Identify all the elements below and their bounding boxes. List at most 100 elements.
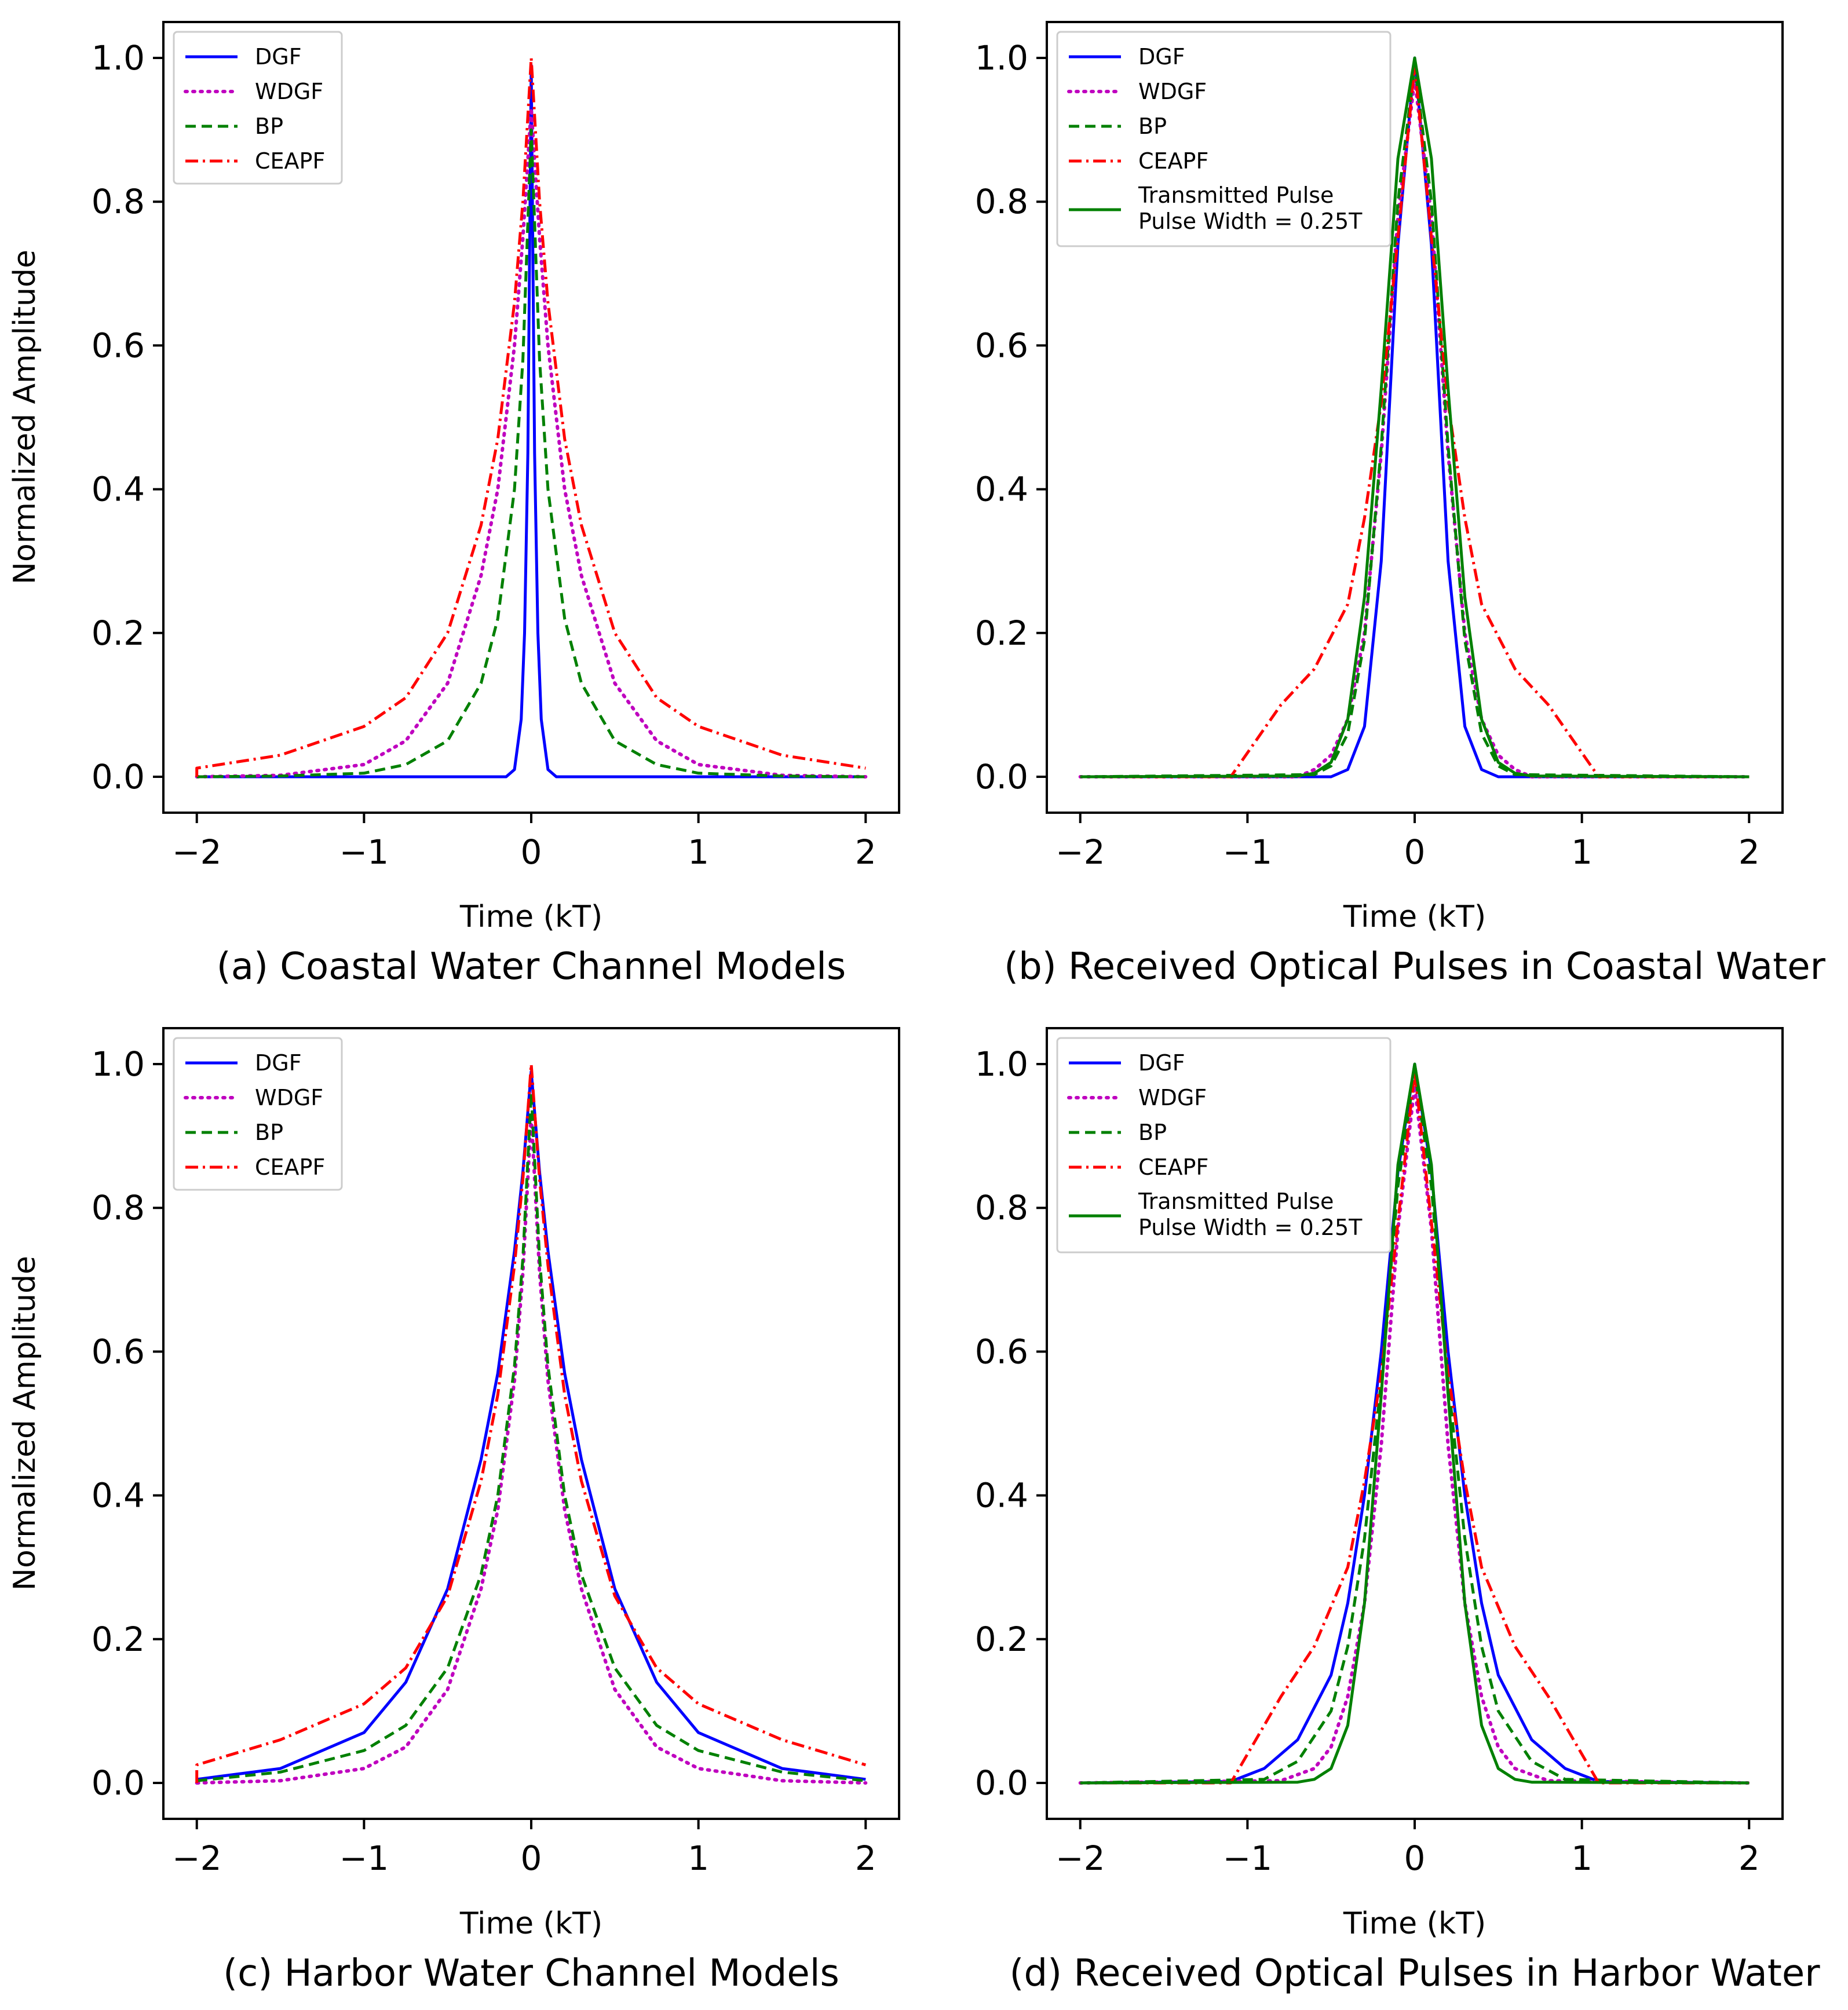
y-tick-label: 1.0	[92, 38, 145, 78]
series-line-ceapf	[195, 1062, 867, 1783]
legend-label-dgf: DGF	[1138, 44, 1185, 70]
y-tick-label: 0.6	[975, 1332, 1028, 1371]
y-tick-label: 0.4	[92, 1476, 145, 1515]
legend: DGF WDGF BP CEAPF Transmitted Pulse Puls…	[1056, 31, 1392, 247]
series-lines	[195, 1062, 868, 1785]
legend-label-dgf: DGF	[1138, 1050, 1185, 1076]
axis-ticks: −2 −1 0 1 2 0.0 0.2 0.4 0.6 0.8 1.0	[975, 38, 1760, 872]
legend-label-wdgf: WDGF	[255, 79, 323, 104]
panel-b: −2 −1 0 1 2 0.0 0.2 0.4 0.6 0.8 1.0 Time (kT) (b) …	[975, 21, 1826, 988]
x-axis-label: Time (kT)	[459, 900, 602, 934]
x-tick-label: 0	[1404, 1839, 1426, 1878]
panel-a: −2 −1 0 1 2 0.0 0.2 0.4 0.6 0.8 1.0 Normalized Amp…	[8, 21, 900, 988]
legend-box	[1056, 31, 1392, 247]
y-tick-label: 0.0	[975, 1763, 1028, 1803]
series-line-bp	[196, 128, 866, 779]
x-tick-label: −1	[339, 1839, 389, 1878]
legend-label-dgf: DGF	[255, 44, 302, 70]
legend-label-wdgf: WDGF	[1138, 1085, 1207, 1110]
x-axis-label: Time (kT)	[1343, 1906, 1486, 1941]
legend-label-bp: BP	[1138, 114, 1167, 139]
legend: DGF WDGF BP CEAPF	[173, 1037, 343, 1191]
legend-box	[1056, 1037, 1392, 1253]
y-axis-label: Normalized Amplitude	[8, 1256, 42, 1591]
legend-label-ceapf: CEAPF	[255, 1154, 325, 1180]
series-line-transmitted	[1080, 56, 1750, 779]
x-tick-label: 1	[688, 832, 709, 872]
legend-label-bp: BP	[255, 1120, 283, 1145]
legend: DGF WDGF BP CEAPF	[173, 31, 343, 185]
y-tick-label: 0.4	[92, 470, 145, 509]
panel-caption: (d) Received Optical Pulses in Harbor Wa…	[1009, 1952, 1820, 1995]
panel-d: −2 −1 0 1 2 0.0 0.2 0.4 0.6 0.8 1.0 Time (kT) (d) …	[975, 1027, 1820, 1995]
panel-c: −2 −1 0 1 2 0.0 0.2 0.4 0.6 0.8 1.0 Normalized Amp…	[8, 1027, 900, 1995]
x-axis-label: Time (kT)	[1343, 900, 1486, 934]
panel-caption: (b) Received Optical Pulses in Coastal W…	[1004, 945, 1825, 988]
axis-ticks: −2 −1 0 1 2 0.0 0.2 0.4 0.6 0.8 1.0	[92, 38, 876, 872]
y-tick-label: 0.0	[92, 757, 145, 796]
x-tick-label: −2	[172, 1839, 222, 1878]
series-line-bp	[196, 1091, 866, 1782]
y-tick-label: 0.6	[92, 1332, 145, 1371]
x-axis-label: Time (kT)	[459, 1906, 602, 1941]
x-tick-label: 1	[1571, 1839, 1593, 1878]
y-tick-label: 0.2	[975, 613, 1028, 653]
axis-ticks: −2 −1 0 1 2 0.0 0.2 0.4 0.6 0.8 1.0	[975, 1044, 1760, 1878]
y-axis-label: Normalized Amplitude	[8, 250, 42, 584]
x-tick-label: 2	[855, 1839, 876, 1878]
legend: DGF WDGF BP CEAPF Transmitted Pulse Puls…	[1056, 1037, 1392, 1253]
y-tick-label: 0.8	[92, 182, 145, 221]
y-tick-label: 0.2	[975, 1620, 1028, 1659]
x-tick-label: −2	[1056, 1839, 1105, 1878]
legend-label-wdgf: WDGF	[255, 1085, 323, 1110]
x-tick-label: 2	[1739, 832, 1760, 872]
y-tick-label: 0.8	[975, 182, 1028, 221]
series-line-transmitted	[1080, 1062, 1750, 1785]
x-tick-label: 1	[1571, 832, 1593, 872]
y-tick-label: 0.0	[92, 1763, 145, 1803]
legend-label-ceapf: CEAPF	[255, 148, 325, 174]
legend-label-ceapf: CEAPF	[1138, 148, 1208, 174]
legend-label-wdgf: WDGF	[1138, 79, 1207, 104]
x-tick-label: −1	[339, 832, 389, 872]
x-tick-label: −2	[1056, 832, 1105, 872]
y-tick-label: 0.0	[975, 757, 1028, 796]
y-tick-label: 0.4	[975, 1476, 1028, 1515]
y-tick-label: 0.6	[92, 326, 145, 365]
x-tick-label: 0	[521, 832, 542, 872]
y-tick-label: 1.0	[975, 1044, 1028, 1084]
legend-box	[173, 31, 343, 185]
series-lines	[1078, 56, 1751, 779]
x-tick-label: −1	[1223, 1839, 1273, 1878]
y-tick-label: 0.6	[975, 326, 1028, 365]
y-tick-label: 0.8	[92, 1188, 145, 1227]
legend-label-transmitted-2: Pulse Width = 0.25T	[1138, 209, 1363, 234]
panel-caption: (c) Harbor Water Channel Models	[223, 1952, 839, 1995]
series-line-ceapf	[195, 56, 866, 777]
x-tick-label: 2	[855, 832, 876, 872]
legend-box	[173, 1037, 343, 1191]
y-tick-label: 0.2	[92, 613, 145, 653]
y-tick-label: 0.4	[975, 470, 1028, 509]
x-tick-label: 0	[521, 1839, 542, 1878]
legend-label-bp: BP	[1138, 1120, 1167, 1145]
legend-label-transmitted-2: Pulse Width = 0.25T	[1138, 1215, 1363, 1240]
legend-label-dgf: DGF	[255, 1050, 302, 1076]
legend-label-transmitted-1: Transmitted Pulse	[1138, 1189, 1334, 1214]
x-tick-label: 0	[1404, 832, 1426, 872]
panel-caption: (a) Coastal Water Channel Models	[217, 945, 846, 988]
y-tick-label: 1.0	[975, 38, 1028, 78]
series-lines	[1078, 1062, 1751, 1785]
y-tick-label: 0.8	[975, 1188, 1028, 1227]
series-line-wdgf	[1078, 1084, 1751, 1785]
axis-ticks: −2 −1 0 1 2 0.0 0.2 0.4 0.6 0.8 1.0	[92, 1044, 876, 1878]
x-tick-label: 1	[688, 1839, 709, 1878]
series-lines	[195, 56, 868, 779]
legend-label-ceapf: CEAPF	[1138, 1154, 1208, 1180]
y-tick-label: 0.2	[92, 1620, 145, 1659]
x-tick-label: −1	[1223, 832, 1273, 872]
y-tick-label: 1.0	[92, 1044, 145, 1084]
x-tick-label: −2	[172, 832, 222, 872]
legend-label-transmitted-1: Transmitted Pulse	[1138, 182, 1334, 208]
